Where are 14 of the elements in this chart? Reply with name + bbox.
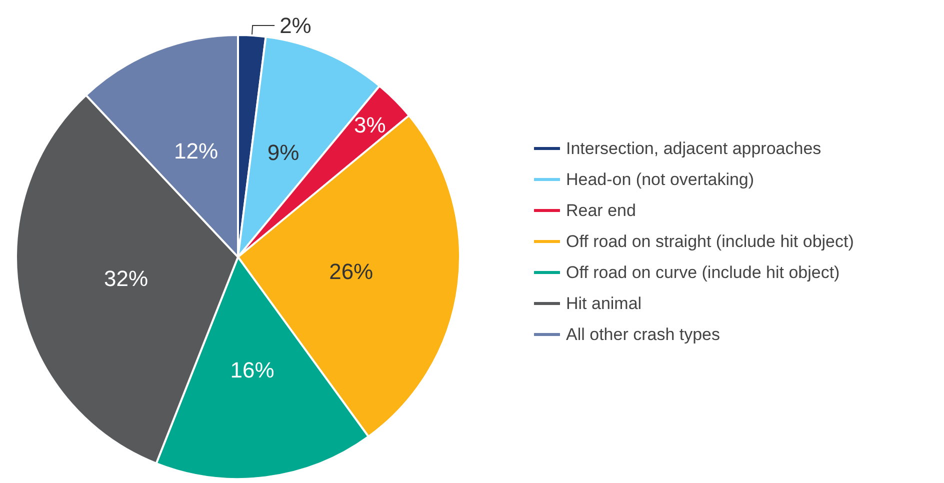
data-label: 32% <box>104 266 148 291</box>
data-label: 9% <box>267 140 300 165</box>
legend-label: Off road on curve (include hit object) <box>566 263 840 282</box>
legend-label: Head-on (not overtaking) <box>566 170 754 189</box>
legend-label: Hit animal <box>566 294 642 313</box>
legend-label: Off road on straight (include hit object) <box>566 232 854 251</box>
legend-label: Rear end <box>566 201 636 220</box>
data-label: 2% <box>280 12 312 38</box>
data-label: 16% <box>230 358 274 383</box>
data-label: 3% <box>354 112 386 138</box>
data-label: 12% <box>174 138 218 164</box>
data-label: 26% <box>329 258 374 284</box>
legend-label: All other crash types <box>566 325 720 344</box>
legend-label: Intersection, adjacent approaches <box>566 139 822 158</box>
